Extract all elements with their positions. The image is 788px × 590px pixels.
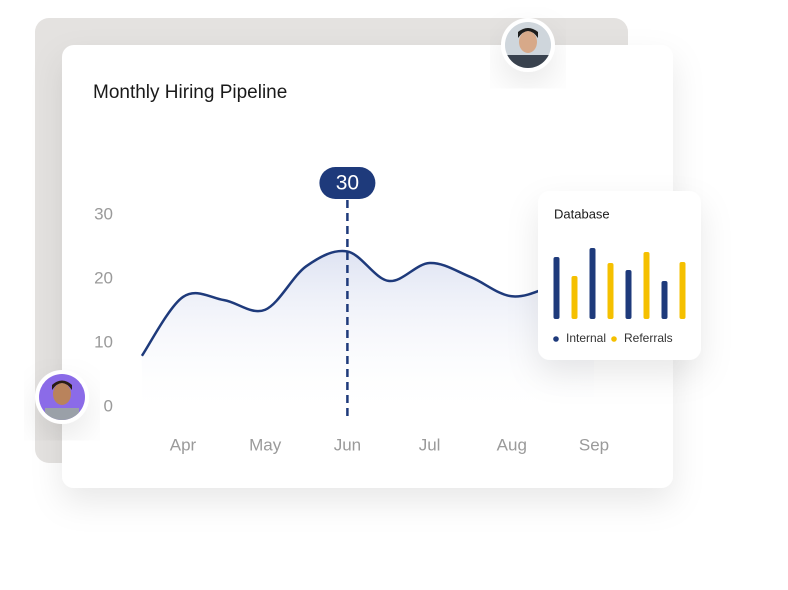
bar — [643, 252, 650, 319]
legend-dot — [611, 336, 617, 342]
y-tick-label: 10 — [94, 332, 113, 351]
tooltip-badge — [319, 167, 376, 199]
bar — [661, 281, 668, 319]
avatar-left — [35, 370, 89, 424]
chart-title: Monthly Hiring Pipeline — [93, 82, 287, 103]
legend-label: Referrals — [624, 331, 673, 345]
bar — [679, 262, 686, 319]
x-tick-label: Apr — [170, 435, 197, 454]
bar — [571, 276, 578, 319]
line-area — [141, 251, 594, 417]
avatar-top — [501, 18, 555, 72]
legend-label: Internal — [566, 331, 606, 345]
x-tick-label: May — [249, 435, 282, 454]
bar — [553, 257, 560, 319]
bar-chart: Internal Referrals — [553, 248, 686, 345]
database-card — [538, 191, 701, 360]
y-tick-label: 20 — [94, 268, 113, 287]
line-chart: 0 10 20 30 Apr May Jun Jul Aug Sep 30 — [94, 167, 609, 454]
database-title: Database — [554, 206, 610, 221]
y-tick-label: 0 — [104, 396, 113, 415]
x-tick-label: Jun — [334, 435, 361, 454]
bar — [589, 248, 596, 319]
x-tick-label: Aug — [497, 435, 527, 454]
line-series — [140, 249, 595, 357]
bar — [607, 263, 614, 319]
y-tick-label: 30 — [94, 204, 113, 223]
x-tick-label: Jul — [419, 435, 441, 454]
legend-dot — [553, 336, 559, 342]
bar — [625, 270, 632, 319]
tooltip-label: 30 — [336, 172, 359, 195]
x-tick-label: Sep — [579, 435, 609, 454]
